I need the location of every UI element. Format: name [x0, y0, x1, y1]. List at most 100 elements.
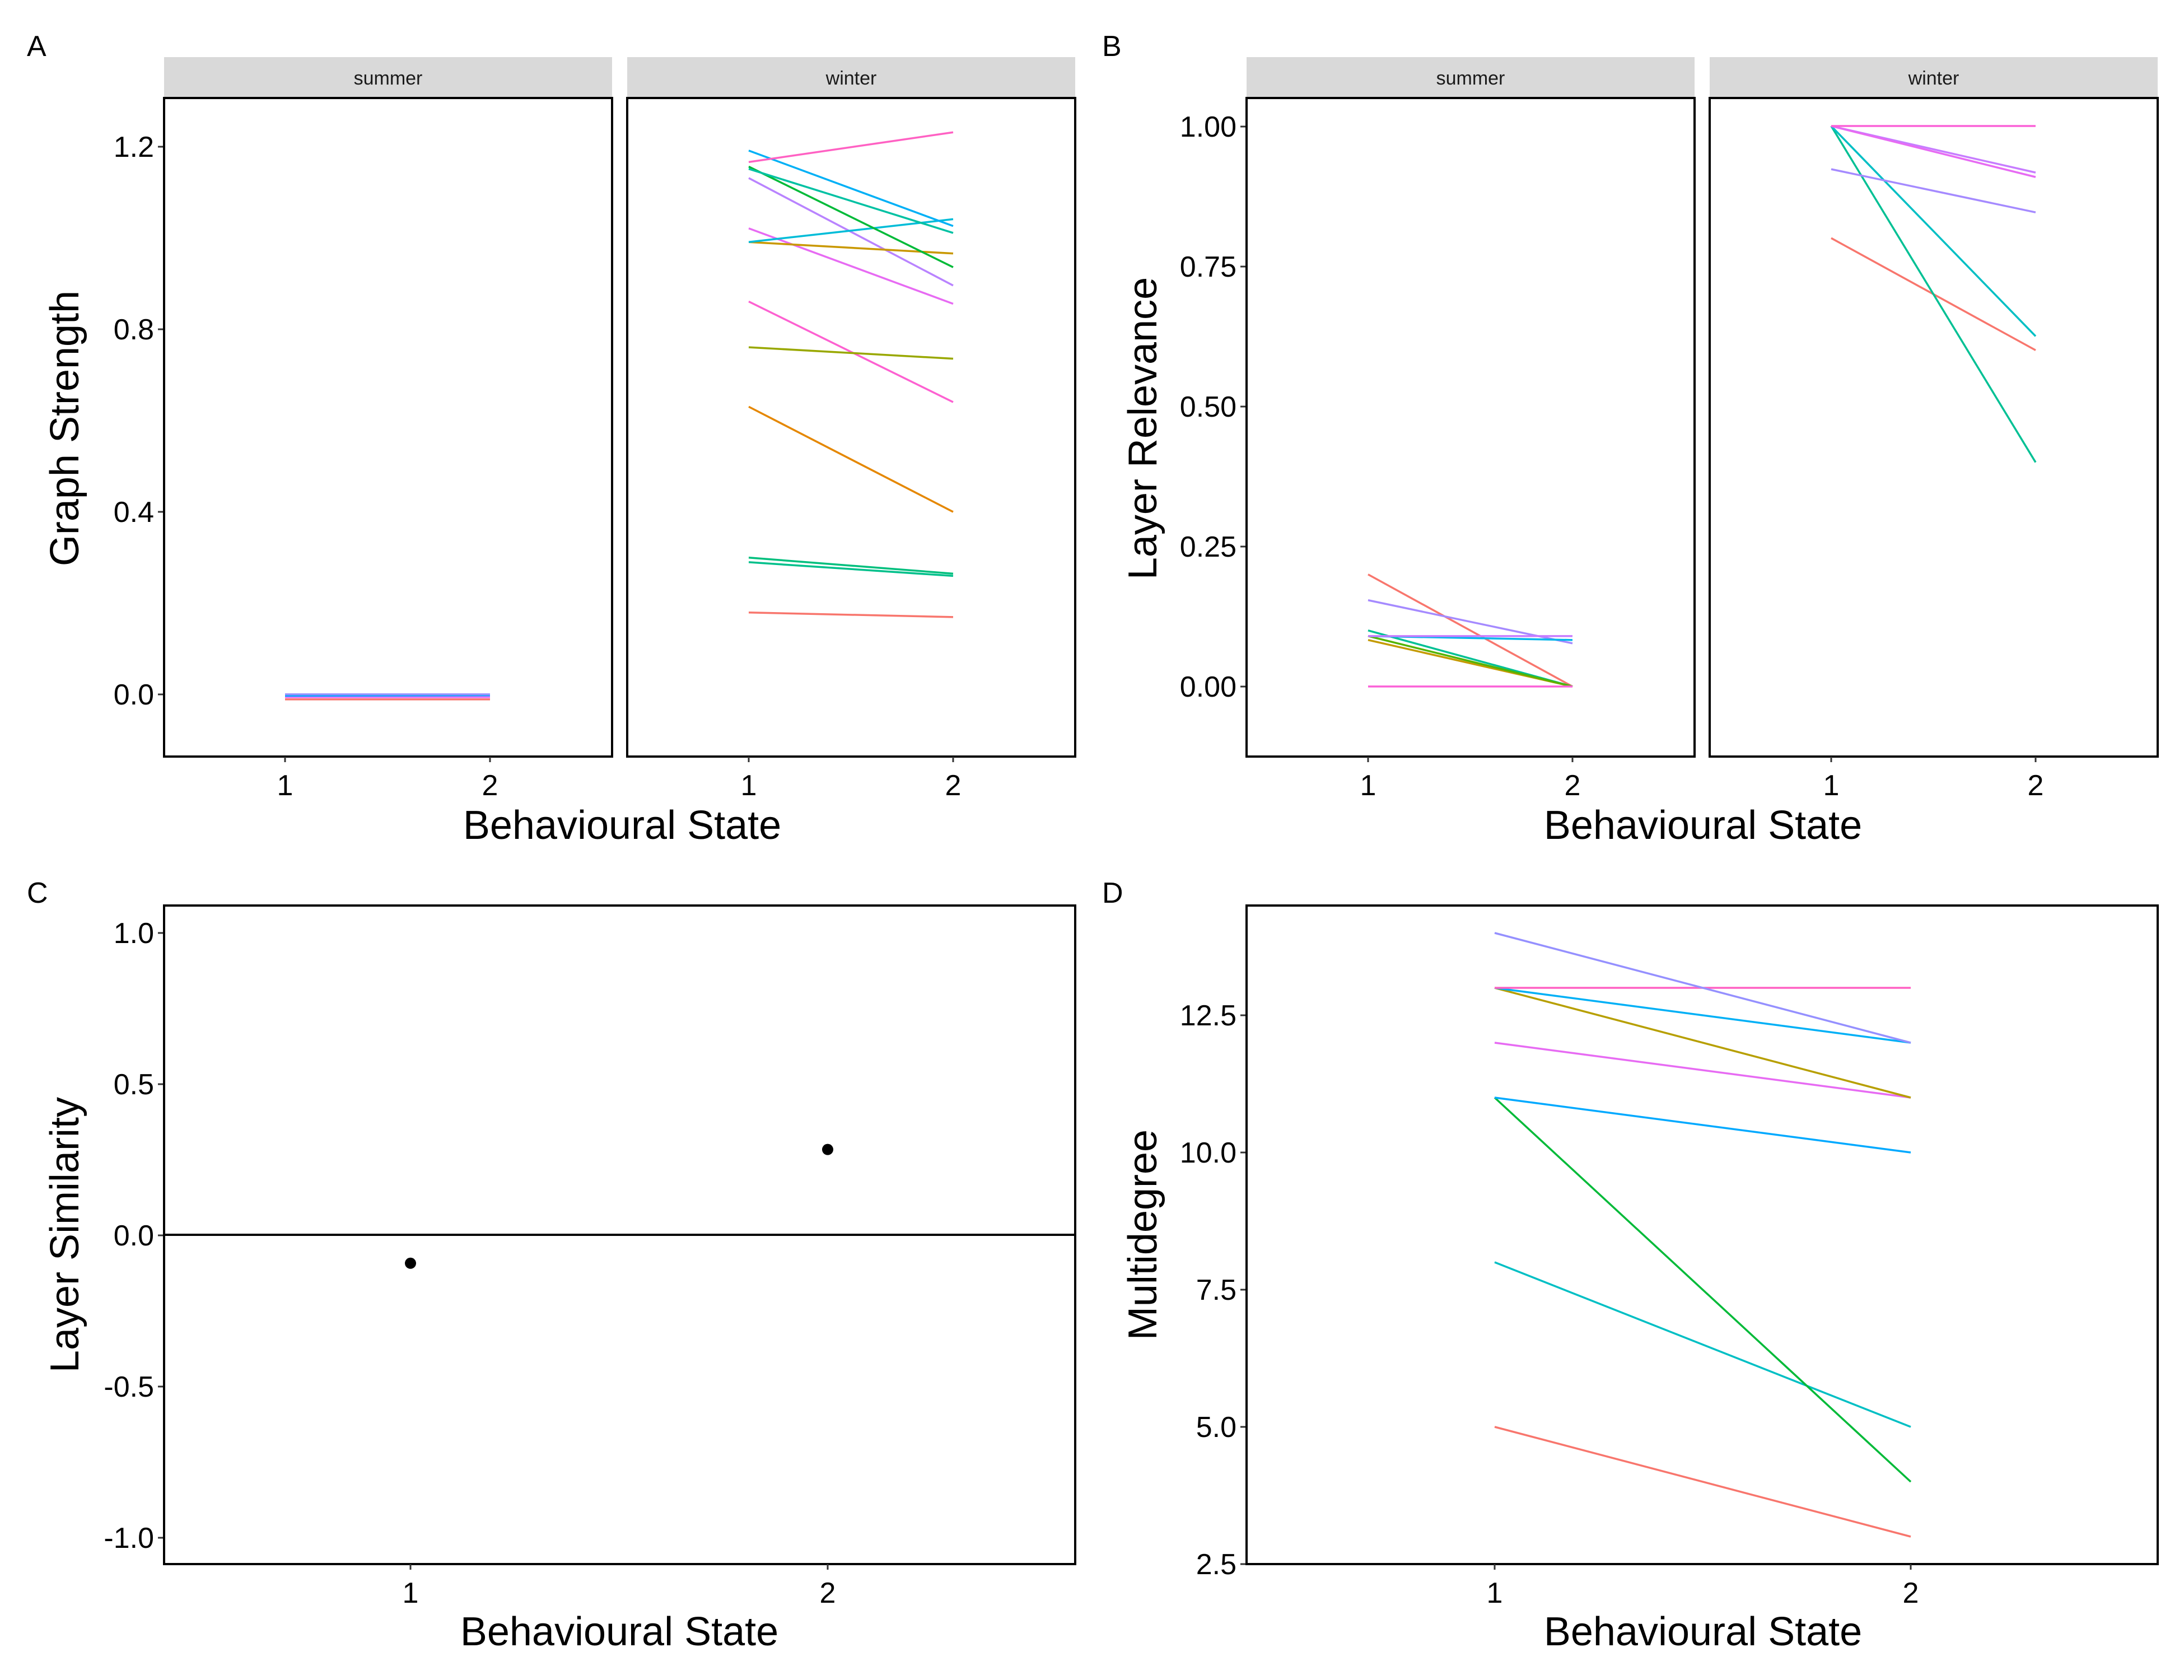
y-axis-label-c: Layer Similarity: [43, 1097, 87, 1373]
series-line: [1494, 1096, 1912, 1483]
series-line: [1368, 635, 1573, 688]
panel-d: D Multidegree Behavioural State 2.5 5.0 …: [1102, 877, 2159, 1654]
y-tick-label: 12.5: [1180, 1000, 1236, 1032]
panel-label-d: D: [1102, 877, 1123, 909]
y-ticks-a: 0.0 0.4 0.8 1.2: [114, 131, 164, 711]
series-line: [748, 346, 954, 360]
y-tick-label: 0.00: [1180, 671, 1236, 703]
y-tick-label: -1.0: [104, 1522, 154, 1555]
y-ticks-d: 2.5 5.0 7.5 10.0 12.5: [1180, 1000, 1246, 1581]
series-line: [1830, 125, 2037, 337]
plot-c: [164, 1144, 1075, 1269]
strip-a-winter: [627, 57, 1075, 98]
x-tick-label: 2: [2028, 769, 2044, 802]
x-axis-label-c: Behavioural State: [460, 1609, 778, 1654]
y-tick-label: 0.8: [114, 314, 154, 346]
panel-label-a: A: [27, 30, 46, 63]
facet-a-winter: winter 1 2: [626, 57, 1076, 802]
x-axis-label-a: Behavioural State: [463, 803, 781, 848]
x-tick-label: 2: [945, 769, 962, 802]
series-line: [748, 165, 954, 268]
y-tick-label: 0.50: [1180, 391, 1236, 423]
strip-b-winter: [1710, 57, 2158, 98]
panel-a: A Graph Strength Behavioural State 0.0 0…: [27, 30, 1076, 848]
series-line: [748, 150, 954, 227]
facet-b-winter: winter 1 2: [1709, 57, 2159, 802]
y-tick-label: 7.5: [1196, 1274, 1236, 1306]
x-axis-label-b: Behavioural State: [1544, 803, 1862, 848]
series-line: [748, 227, 954, 305]
y-tick-label: 0.4: [114, 496, 154, 529]
plot-frame: [1245, 97, 1696, 758]
strip-b-summer: [1247, 57, 1695, 98]
plot-b-winter: [1830, 125, 2037, 463]
x-tick-label: 2: [1903, 1577, 1919, 1609]
x-tick-label: 2: [1565, 769, 1581, 802]
y-tick-label: 0.75: [1180, 251, 1236, 283]
plot-frame: [626, 97, 1076, 758]
plot-frame: [1245, 904, 2159, 1565]
x-tick-label: 1: [277, 769, 293, 802]
facet-a-summer: summer 1 2: [163, 57, 613, 802]
y-tick-label: 0.5: [114, 1068, 154, 1101]
series-line: [748, 177, 954, 287]
data-point: [822, 1144, 833, 1155]
series-line: [748, 405, 954, 513]
y-tick-label: 1.0: [114, 917, 154, 950]
plot-frame: [163, 97, 613, 758]
y-tick-label: 0.0: [114, 1220, 154, 1252]
plot-frame: [1709, 97, 2159, 758]
series-line: [1830, 125, 2037, 463]
y-axis-label-b: Layer Relevance: [1121, 277, 1165, 580]
y-tick-label: 1.2: [114, 131, 154, 164]
series-line: [1494, 1096, 1911, 1154]
y-tick-label: 5.0: [1196, 1411, 1236, 1444]
series-line: [748, 241, 954, 255]
plot-a-winter: [748, 131, 954, 618]
y-ticks-b: 0.00 0.25 0.50 0.75 1.00: [1180, 111, 1246, 703]
x-tick-label: 1: [1487, 1577, 1503, 1609]
series-line: [748, 131, 954, 164]
panel-label-c: C: [27, 877, 48, 909]
y-tick-label: 0.25: [1180, 531, 1236, 563]
series-line: [1494, 987, 1911, 1099]
plot-frame: [163, 904, 1076, 1565]
series-line: [748, 167, 954, 234]
y-ticks-c: -1.0 -0.5 0.0 0.5 1.0: [104, 917, 164, 1555]
facet-b-summer: summer 1 2: [1245, 57, 1696, 802]
series-line: [1494, 987, 1911, 1044]
x-tick-label: 2: [482, 769, 498, 802]
x-tick-label: 2: [820, 1577, 836, 1609]
series-line: [1494, 1042, 1911, 1099]
series-line: [748, 612, 954, 618]
series-line: [1831, 168, 2036, 213]
strip-label-b-winter: winter: [1908, 68, 1959, 89]
plot-b-summer: [1368, 573, 1573, 688]
data-point: [405, 1257, 416, 1269]
strip-label-a-summer: summer: [354, 68, 423, 89]
series-line: [1494, 932, 1911, 1044]
plot-a-summer: [284, 693, 491, 701]
x-tick-label: 1: [1823, 769, 1840, 802]
panel-b: B Layer Relevance Behavioural State 0.00…: [1102, 30, 2159, 848]
y-tick-label: 10.0: [1180, 1137, 1236, 1169]
series-line: [1494, 1426, 1911, 1538]
y-tick-label: 1.00: [1180, 111, 1236, 143]
y-tick-label: 0.0: [114, 679, 154, 711]
series-line: [748, 300, 954, 403]
strip-label-b-summer: summer: [1436, 68, 1505, 89]
series-line: [1494, 1261, 1911, 1428]
y-tick-label: -0.5: [104, 1371, 154, 1403]
y-axis-label-d: Multidegree: [1121, 1130, 1165, 1340]
x-tick-label: 1: [1360, 769, 1376, 802]
y-tick-label: 2.5: [1196, 1548, 1236, 1581]
series-line: [1368, 573, 1573, 688]
panel-c: C Layer Similarity Behavioural State -1.…: [27, 877, 1076, 1654]
strip-label-a-winter: winter: [825, 68, 877, 89]
panel-label-b: B: [1102, 30, 1122, 63]
series-line: [1831, 125, 2036, 178]
series-line: [748, 557, 954, 575]
y-axis-label-a: Graph Strength: [43, 291, 87, 566]
plot-d: [1494, 932, 1912, 1538]
